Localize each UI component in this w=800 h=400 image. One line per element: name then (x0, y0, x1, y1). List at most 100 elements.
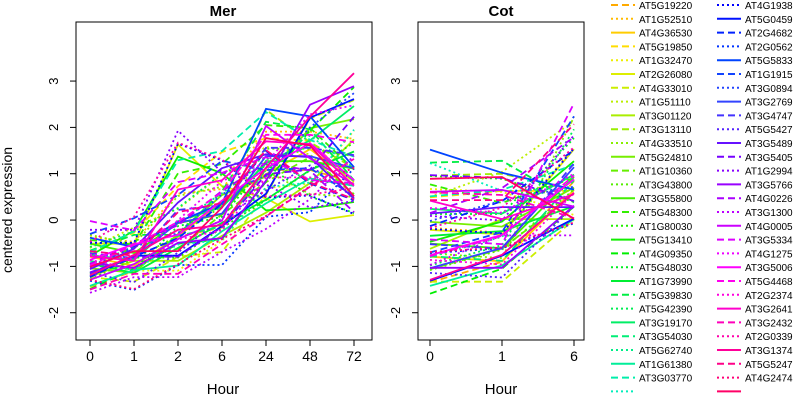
cot-series-lines (429, 102, 575, 295)
legend-label: AT3G0894 (745, 84, 793, 95)
mer-x-axis-label: Hour (207, 381, 240, 398)
mer-x-axis: 0 1 2 6 24 48 72 (86, 339, 362, 364)
mer-series-line-53 (89, 141, 355, 243)
mer-series-line-49 (89, 133, 355, 267)
legend-label: AT5G5427 (745, 125, 793, 136)
cot-series-line-6 (430, 218, 575, 283)
mer-x-tick-label: 72 (346, 348, 362, 364)
legend-label: AT3G5766 (745, 180, 793, 191)
mer-x-tick-label: 2 (174, 348, 182, 364)
mer-x-tick-label: 0 (86, 348, 94, 364)
legend-label: AT5G5833 (745, 56, 793, 67)
legend-label: AT4G36530 (639, 29, 693, 40)
legend-label: AT4G09350 (639, 249, 693, 260)
legend-label: AT2G0339 (745, 332, 793, 343)
mer-series-line-21 (89, 120, 355, 252)
mer-x-tick-label: 6 (218, 348, 226, 364)
cot-series-line-18 (429, 205, 575, 295)
mer-series-line-37 (89, 146, 355, 260)
cot-series-line-52 (429, 191, 575, 220)
mer-y-axis: -2 -1 0 1 2 3 (46, 77, 77, 319)
legend-label: AT4G1275 (745, 249, 793, 260)
legend-label: AT3G4747 (745, 111, 793, 122)
mer-y-tick-label: 3 (46, 77, 61, 84)
cot-series-line-45 (429, 188, 575, 208)
cot-series-line-49 (429, 174, 575, 258)
legend-label: AT3G1374 (745, 346, 793, 357)
legend-label: AT4G33510 (639, 139, 693, 150)
cot-series-line-37 (429, 162, 575, 250)
legend-label: AT3G54030 (639, 332, 693, 343)
legend-label: AT1G2994 (745, 167, 793, 178)
mer-series-line-44 (89, 155, 355, 294)
cot-series-line-28 (429, 162, 575, 192)
legend-label: AT2G26080 (639, 70, 693, 81)
cot-title: Cot (489, 3, 514, 20)
cot-series-line-54 (429, 192, 575, 281)
gene-legend: AT5G19220 AT1G52510 AT4G36530 AT5G19850 AT1G… (611, 1, 793, 393)
mer-x-tick-label: 48 (302, 348, 318, 364)
legend-label: AT3G19170 (639, 318, 693, 329)
cot-y-tick-label: 3 (388, 77, 403, 84)
legend-label: AT3G13110 (639, 125, 692, 136)
legend-label: AT1G32470 (639, 56, 693, 67)
mer-series-line-27 (89, 110, 355, 253)
cot-series-line-55 (430, 123, 575, 202)
legend-label: AT3G03770 (639, 374, 693, 385)
cot-series-line-57 (429, 176, 575, 220)
cot-x-tick-label: 6 (570, 348, 578, 364)
legend-label: AT5G5247 (745, 360, 793, 371)
legend-label: AT3G1300 (745, 208, 793, 219)
legend-label: AT3G5489 (745, 139, 793, 150)
mer-x-tick-label: 24 (258, 348, 274, 364)
cot-x-axis: 0 1 6 (426, 339, 578, 364)
mer-series-lines (89, 72, 355, 294)
legend-label: AT4G33010 (639, 84, 693, 95)
mer-series-line-1 (89, 130, 355, 243)
legend-label: AT5G13410 (639, 236, 693, 247)
legend-label: AT5G62740 (639, 346, 693, 357)
mer-series-line-26 (89, 177, 355, 287)
legend-label: AT3G5334 (745, 236, 793, 247)
cot-y-tick-label: -2 (388, 307, 403, 319)
legend-label: AT5G0459 (745, 15, 793, 26)
cot-series-line-1 (429, 146, 575, 234)
cot-series-line-44 (429, 234, 574, 266)
mer-series-line-56 (89, 166, 355, 291)
cot-x-tick-label: 1 (498, 348, 506, 364)
cot-y-tick-label: 0 (388, 216, 403, 223)
mer-y-tick-label: -1 (46, 261, 61, 273)
cot-series-line-47 (429, 172, 575, 214)
legend-label: AT4G0005 (745, 222, 793, 233)
legend-label: AT1G61380 (639, 360, 693, 371)
cot-series-line-10 (429, 116, 575, 260)
mer-panel: Mer -2 -1 0 1 2 3 0 1 2 6 24 48 72 Hour (46, 3, 373, 398)
cot-series-line-29 (429, 147, 575, 235)
mer-series-line-50 (89, 176, 355, 271)
legend-label: AT4G1938 (745, 1, 793, 12)
mer-y-tick-label: -2 (46, 307, 61, 319)
cot-series-line-41 (429, 134, 575, 222)
legend-label: AT5G19850 (639, 42, 693, 53)
legend-label: AT2G4682 (745, 29, 793, 40)
mer-series-line-35 (89, 92, 355, 269)
cot-series-line-42 (430, 205, 575, 269)
legend-label: AT1G1915 (745, 70, 793, 81)
mer-x-tick-label: 1 (130, 348, 138, 364)
legend-label: AT1G10360 (639, 167, 693, 178)
cot-y-tick-label: 2 (388, 124, 403, 131)
legend-label: AT5G42390 (639, 305, 693, 316)
mer-series-line-38 (89, 164, 355, 284)
legend-label: AT5G24810 (639, 153, 693, 164)
cot-x-tick-label: 0 (426, 348, 434, 364)
legend-label: AT3G55800 (639, 194, 693, 205)
legend-label: AT5G48030 (639, 263, 693, 274)
mer-y-tick-label: 2 (46, 124, 61, 131)
mer-series-line-45 (89, 124, 355, 281)
mer-series-line-51 (89, 140, 355, 262)
cot-x-axis-label: Hour (485, 381, 518, 398)
legend-label: AT4G2474 (745, 374, 793, 385)
cot-series-line-33 (429, 148, 575, 191)
mer-series-line-46 (89, 156, 355, 232)
